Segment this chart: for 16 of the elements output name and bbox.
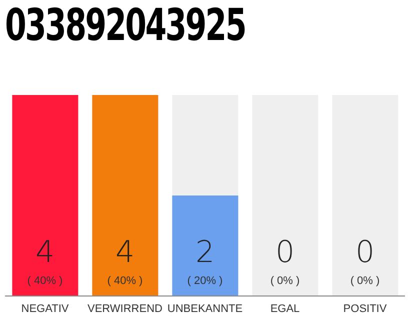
annotation: ( 0% ) [350, 275, 380, 287]
x-tick-label: POSITIV [343, 303, 388, 315]
data-label: 0 [355, 235, 375, 270]
x-tick-label: UNBEKANNTE [167, 303, 243, 315]
data-label: 2 [195, 235, 215, 270]
annotation: ( 40% ) [107, 275, 143, 287]
x-tick-label: VERWIRREND [88, 303, 163, 315]
data-label: 4 [115, 235, 135, 270]
annotation: ( 0% ) [270, 275, 300, 287]
data-label: 4 [35, 235, 55, 270]
x-tick-label: EGAL [270, 303, 300, 315]
annotation: ( 20% ) [187, 275, 223, 287]
data-label: 0 [275, 235, 295, 270]
annotation: ( 40% ) [27, 275, 63, 287]
chart-title: 033892043925 [5, 0, 246, 51]
x-tick-label: NEGATIV [21, 303, 70, 315]
